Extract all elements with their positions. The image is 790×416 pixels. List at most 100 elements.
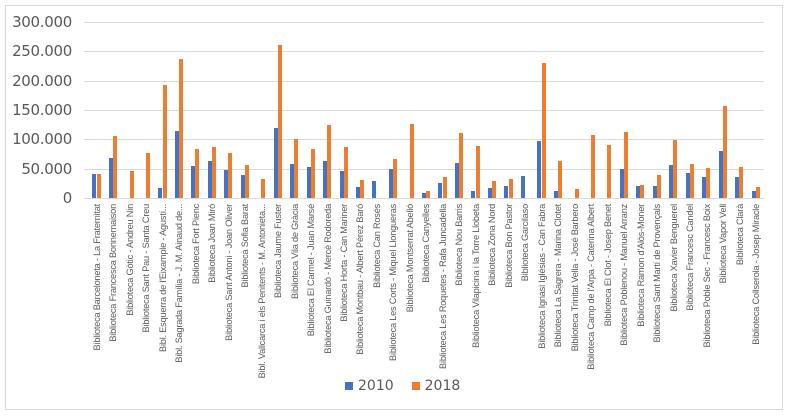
gridline: [84, 198, 764, 199]
bar-2018: [475, 145, 480, 199]
bar-2010: [323, 161, 328, 199]
bar-2010: [669, 165, 674, 199]
legend-label-2010: 2010: [358, 378, 394, 394]
x-axis-category-label: Biblioteca Vila de Gràcia: [289, 204, 300, 299]
bar-2018: [228, 153, 233, 199]
legend-swatch-2010: [345, 382, 353, 390]
x-axis-category-label: Biblioteca Gòtic - Andreu Nin: [124, 204, 135, 316]
x-axis-category-label: Biblioteca Ramon d'Alòs-Moner: [635, 204, 646, 327]
bar-2010: [619, 169, 624, 199]
bar-2010: [158, 188, 163, 199]
bar-2018: [574, 189, 579, 199]
gridline: [84, 169, 764, 170]
x-axis-category-label: Biblioteca Nou Barris: [454, 204, 465, 286]
bar-2010: [471, 191, 476, 199]
legend-item-2018: 2018: [411, 378, 461, 394]
x-axis-category-label: Biblioteca Joan Miró: [207, 204, 218, 283]
bar-2010: [421, 193, 426, 199]
bar-2018: [492, 180, 497, 199]
bar-2018: [673, 140, 678, 199]
bar-2010: [718, 151, 723, 199]
bar-2018: [623, 132, 628, 199]
chart-legend: 2010 2018: [345, 378, 478, 394]
bar-2018: [113, 136, 118, 199]
x-axis-category-label: Biblioteca El Carmel - Juan Marsé: [306, 204, 317, 337]
x-axis-category-label: Biblioteca Sant Pau - Santa Creu: [141, 204, 152, 333]
y-axis-tick-label: 250.000: [12, 42, 72, 61]
x-axis-category-label: Biblioteca Montbau - Albert Pérez Baró: [355, 204, 366, 355]
legend-swatch-2018: [411, 382, 420, 390]
bar-2018: [409, 124, 414, 199]
x-axis-category-label: Bibl. Esquerra de l'Eixample - Agustí...: [157, 204, 168, 352]
bar-2010: [174, 130, 179, 199]
x-axis-category-label: Biblioteca Vapor Vell: [718, 204, 729, 284]
bar-2010: [240, 175, 245, 199]
bar-2010: [290, 164, 295, 199]
bar-2010: [702, 176, 707, 199]
bar-2018: [129, 171, 134, 199]
bar-2010: [751, 190, 756, 199]
bar-2018: [541, 62, 546, 199]
bar-2010: [108, 158, 113, 199]
x-axis-category-label: Biblioteca Jaume Fuster: [273, 204, 284, 298]
bar-2018: [640, 185, 645, 199]
x-axis-category-label: Biblioteca Sofia Barat: [240, 204, 251, 288]
x-axis-category-label: Biblioteca Montserrat Abelló: [404, 204, 415, 313]
bar-2018: [310, 149, 315, 199]
x-axis-category-label: Biblioteca Sant Antoni - Joan Oliver: [223, 204, 234, 341]
x-axis-category-label: Biblioteca Canyelles: [421, 204, 432, 283]
x-axis-category-label: Biblioteca Poble Sec - Francesc Boix: [701, 204, 712, 348]
x-axis-category-label: Biblioteca Zona Nord: [487, 204, 498, 286]
bar-2010: [355, 187, 360, 199]
y-axis-tick-label: 100.000: [12, 130, 72, 149]
bar-2010: [537, 141, 542, 199]
gridline: [84, 22, 764, 23]
bar-2018: [360, 180, 365, 199]
x-axis-category-label: Biblioteca Camp de l'Arpa - Caterina Alb…: [586, 204, 597, 370]
bar-2018: [459, 132, 464, 199]
bar-2010: [735, 176, 740, 199]
x-axis-category-label: Biblioteca Vilapicina i la Torre Llobeta: [470, 204, 481, 348]
bar-2010: [454, 163, 459, 199]
bar-2018: [426, 191, 431, 199]
bar-2018: [739, 166, 744, 199]
x-axis-category-label: Biblioteca Ignasi Iglésias - Can Fabra: [536, 204, 547, 349]
bar-2018: [327, 124, 332, 199]
gridline: [84, 139, 764, 140]
y-axis-tick-label: 0: [62, 189, 73, 208]
bar-2010: [273, 127, 278, 199]
y-axis-tick-label: 150.000: [12, 101, 72, 119]
bar-2018: [706, 167, 711, 199]
x-axis-category-label: Biblioteca Collserola - Josep Miracle: [751, 204, 761, 345]
bar-2018: [179, 59, 183, 199]
y-axis-tick-label: 50.000: [21, 159, 72, 178]
bar-2010: [652, 185, 657, 199]
bar-2018: [508, 179, 513, 199]
bar-2010: [92, 174, 97, 199]
bar-2018: [195, 148, 200, 199]
bar-2010: [339, 170, 344, 199]
x-axis-category-label: Biblioteca Poblenou - Manuel Arranz: [619, 204, 630, 346]
bar-2018: [656, 175, 661, 199]
x-axis-category-label: Biblioteca Fort Pienc: [190, 204, 201, 285]
bar-2018: [146, 153, 151, 199]
bar-2018: [722, 106, 727, 199]
x-axis-category-label: Biblioteca El Clot - Josep Benet: [602, 204, 613, 327]
bar-2010: [207, 160, 212, 199]
legend-item-2010: 2010: [345, 378, 394, 394]
bar-2018: [755, 186, 760, 199]
x-axis-category-label: Biblioteca Clarà: [734, 204, 745, 266]
x-axis-category-label: Biblioteca Barceloneta - La Fraternitat: [91, 204, 102, 351]
bar-2010: [685, 173, 690, 199]
x-axis-category-label: Biblioteca Les Roquetes - Rafa Juncadell…: [437, 204, 448, 369]
x-axis-category-label: Biblioteca Francesc Candel: [685, 204, 696, 311]
gridline: [84, 81, 764, 82]
bar-2010: [388, 168, 393, 199]
legend-label-2018: 2018: [424, 378, 461, 394]
bar-2018: [607, 145, 612, 199]
bar-2018: [343, 147, 348, 199]
bar-2018: [558, 160, 563, 199]
bar-2010: [636, 185, 641, 199]
bar-2018: [689, 164, 694, 199]
x-axis-category-label: Biblioteca Xavier Benguerel: [668, 204, 679, 312]
